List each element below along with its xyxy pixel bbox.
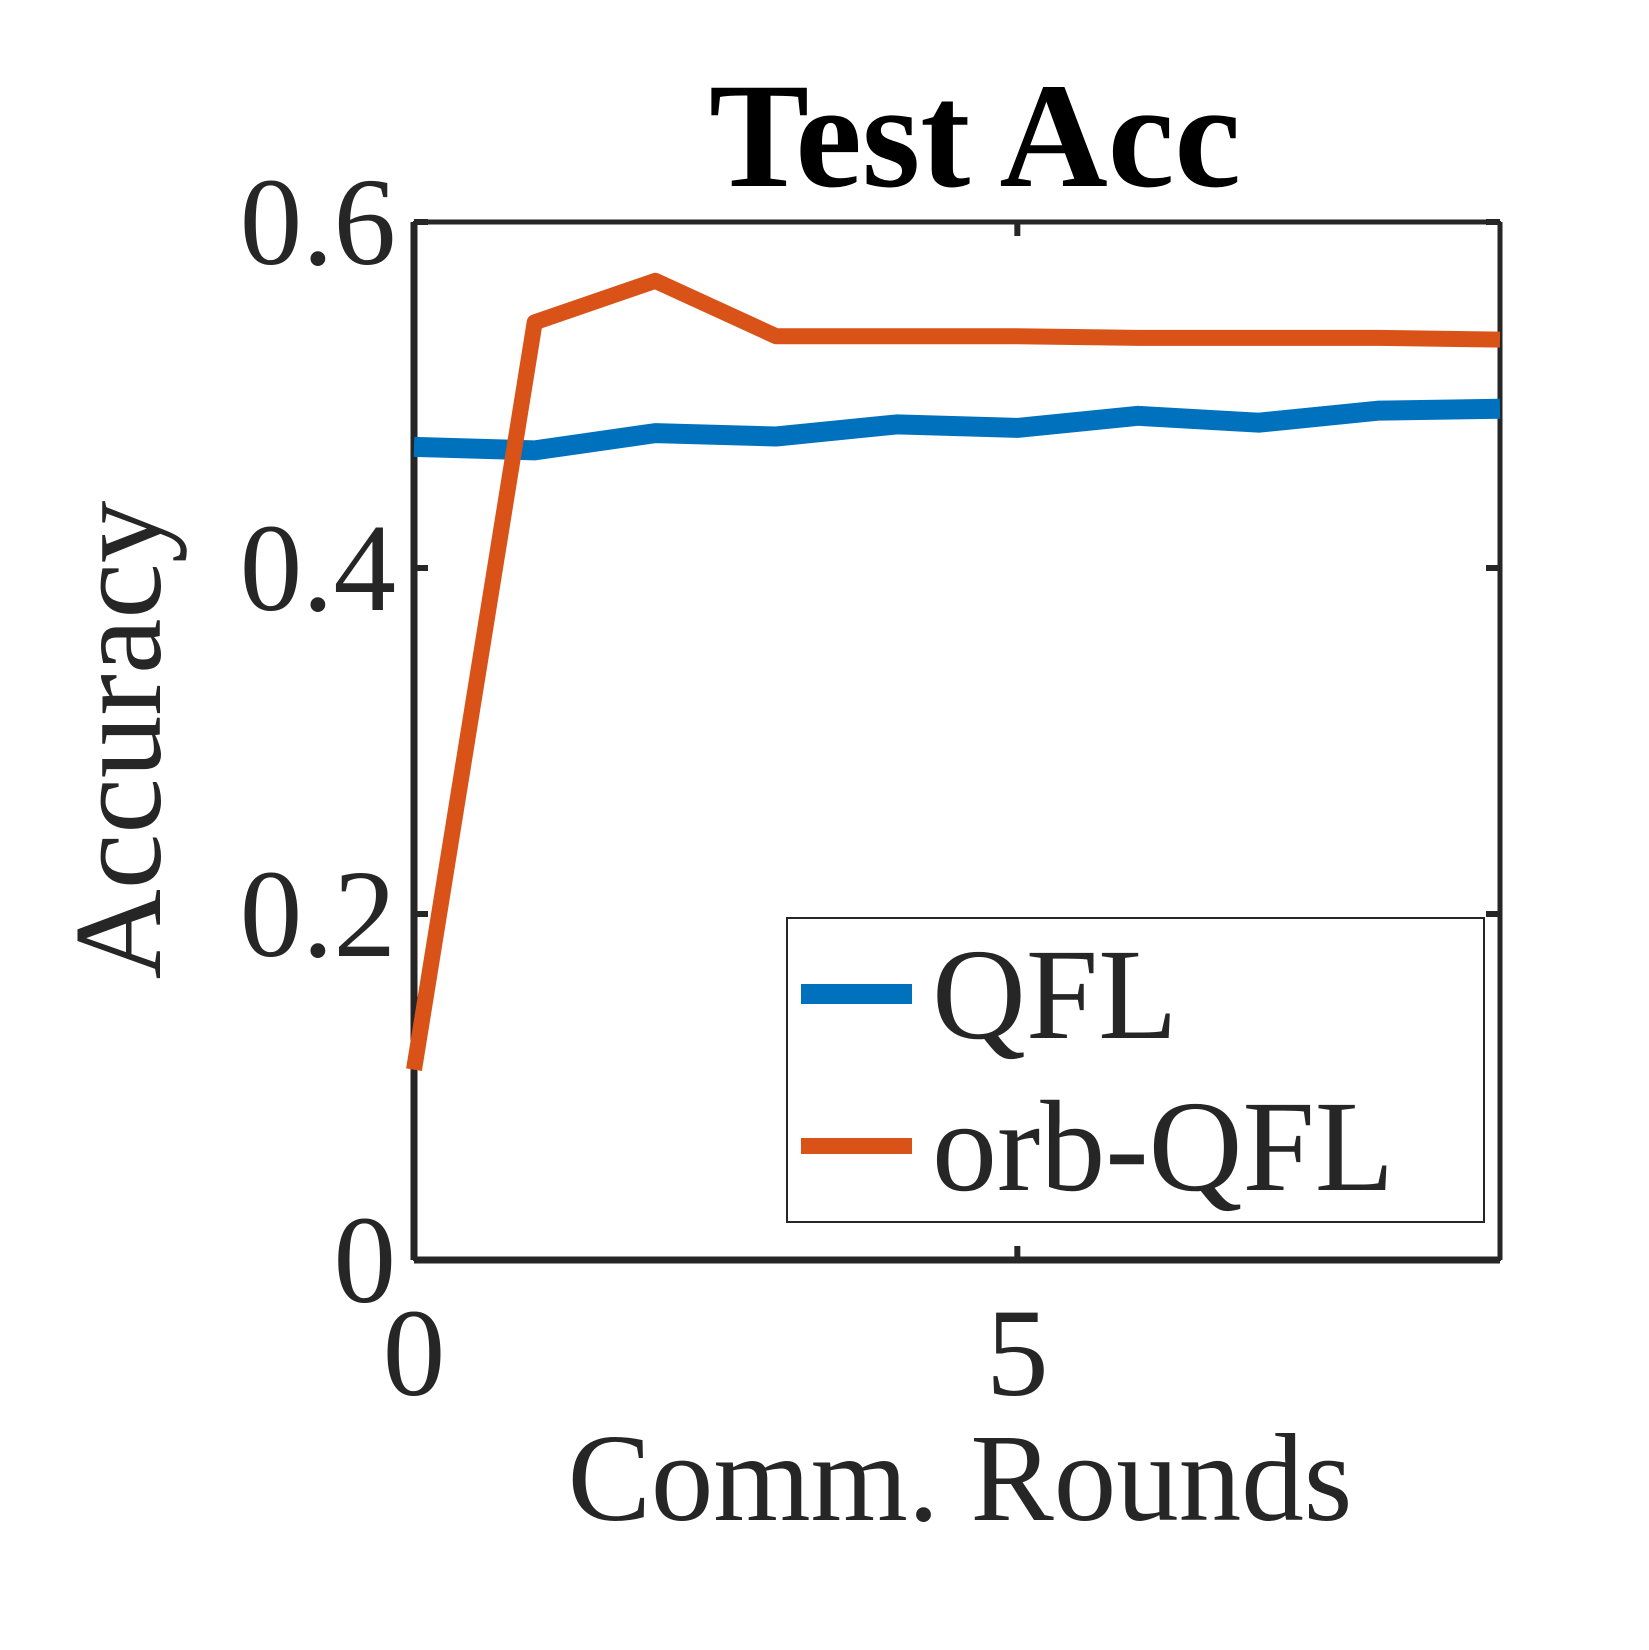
series-line-qfl <box>413 398 1501 461</box>
y-tick-label: 0 <box>334 1192 397 1330</box>
legend-label: orb-QFL <box>932 1075 1394 1219</box>
x-axis-label: Comm. Rounds <box>568 1410 1353 1548</box>
series-layer <box>406 272 1501 1071</box>
legend-label: QFL <box>932 923 1178 1067</box>
series-line-orb-qfl <box>406 272 1501 1071</box>
y-tick-label: 0.6 <box>240 154 396 292</box>
legend-box <box>786 917 1485 1223</box>
y-tick-label: 0.2 <box>240 846 396 984</box>
x-tick-label: 0 <box>383 1285 446 1423</box>
x-tick-label: 5 <box>986 1285 1049 1423</box>
axis-ticks: 0 0.2 0.4 0.6 0 5 <box>240 154 1500 1423</box>
plot-area <box>410 219 1503 1264</box>
y-tick-label: 0.4 <box>240 500 396 638</box>
y-axis-label: Accuracy <box>50 500 188 979</box>
chart-title: Test Acc <box>709 53 1241 219</box>
